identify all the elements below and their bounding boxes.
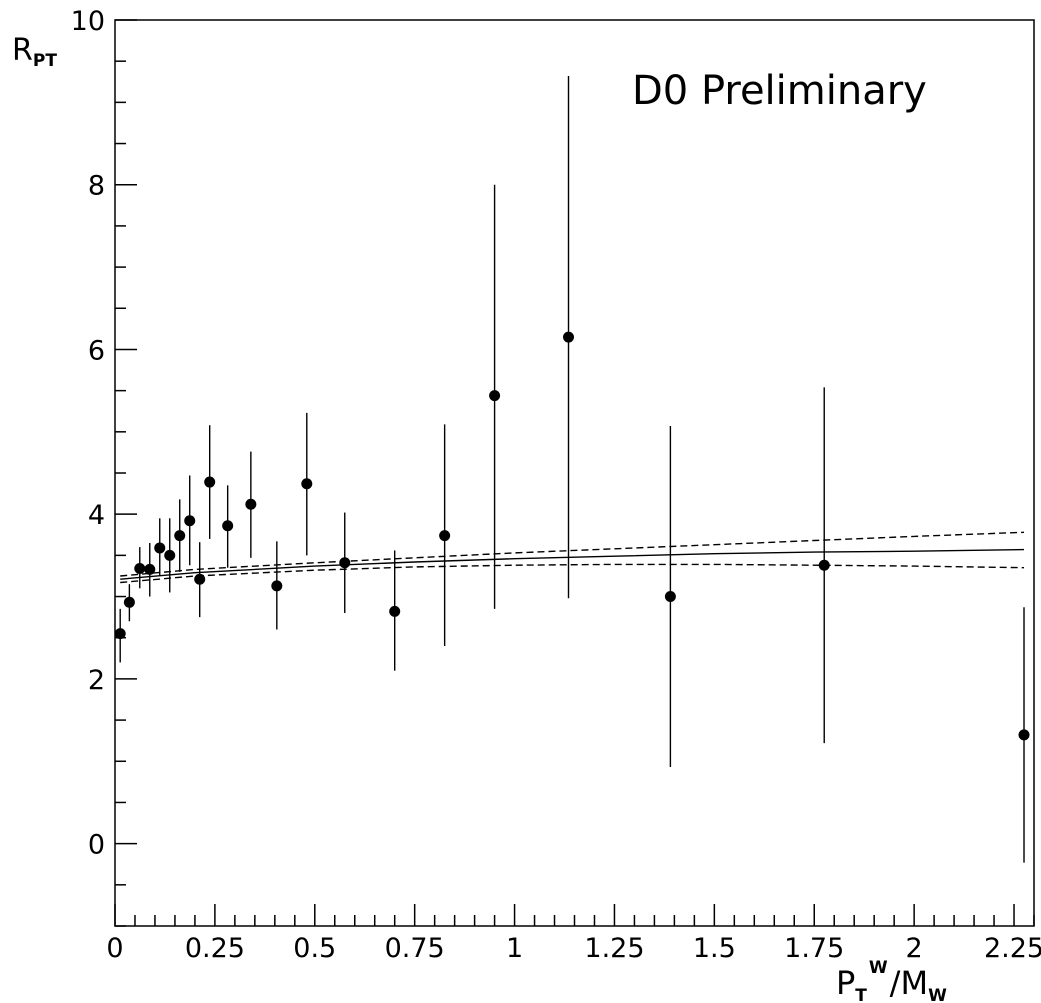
y-tick-label: 2 [88,665,105,696]
data-point [174,530,186,542]
data-point [164,549,176,561]
x-tick-label: 0.75 [385,933,445,964]
x-axis-title-sub2: W [928,986,947,1003]
data-points [114,76,1030,863]
fit-curve-dashed [120,531,1025,577]
x-axis-title: PTW/MW [836,958,947,1003]
y-tick-label: 0 [88,830,105,861]
x-axis-title-sup: W [869,958,888,978]
x-tick-label: 2 [906,933,923,964]
data-point [184,515,196,527]
data-point [389,605,401,617]
x-tick-label: 1.75 [784,933,844,964]
plot-frame [114,19,1035,927]
data-point [144,563,156,575]
data-point [134,563,146,575]
data-point [1018,729,1030,741]
annotation-label: D0 Preliminary [632,68,927,114]
data-point [123,596,135,608]
data-point [245,498,257,510]
data-point [563,331,575,343]
data-point [489,390,501,402]
data-point [818,559,830,571]
x-axis-title-slash: / [890,964,901,1002]
x-axis-title-sub: T [855,986,867,1003]
fit-curve-dashed [120,563,1025,584]
x-tick-label: 1.5 [693,933,736,964]
fit-curve-solid [120,548,1025,580]
x-axis-title-main2: M [900,964,928,1002]
x-tick-label: 0.5 [293,933,336,964]
data-point [114,628,126,640]
y-tick-label: 4 [88,500,105,531]
y-axis-title: RPT [12,33,57,71]
y-axis-title-sub: PT [33,51,57,71]
data-point [664,591,676,603]
x-tick-label: 1 [506,933,523,964]
data-point [339,557,351,569]
x-tick-label: 1.25 [584,933,644,964]
y-tick-label: 10 [71,6,105,37]
data-point [154,542,166,554]
x-tick-label: 0.25 [185,933,245,964]
data-point [439,530,451,542]
y-tick-label: 6 [88,335,105,366]
data-point [204,476,216,488]
y-tick-label: 8 [88,171,105,202]
data-point [271,580,283,592]
data-point [301,478,313,490]
fit-curves [120,531,1025,584]
x-axis-title-main: P [836,964,855,1002]
data-point [194,573,206,585]
y-axis-title-main: R [12,33,33,68]
x-tick-label: 0 [106,933,123,964]
data-point [222,520,234,532]
x-tick-label: 2.25 [984,933,1041,964]
axes: 0 0.25 0.5 0.75 1 1.25 1.5 1.75 2 2.25 0 2 4 6 8 10 [71,6,1041,964]
